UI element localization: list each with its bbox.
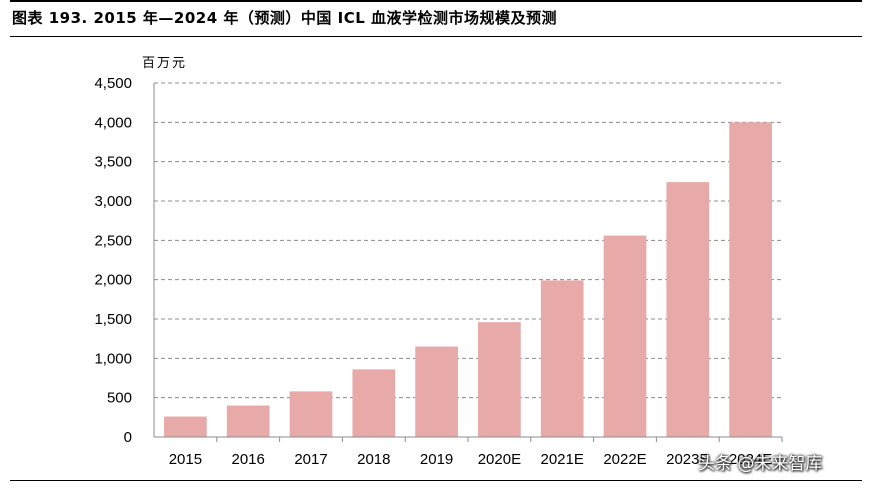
bar-2021E: [540, 280, 584, 437]
x-tick-label: 2019: [420, 451, 453, 468]
bar-2024E: [729, 122, 772, 437]
x-tick-label: 2021E: [541, 451, 584, 468]
x-tick-label: 2018: [357, 451, 390, 468]
y-axis-unit-label: 百万元: [142, 56, 188, 71]
bar-2015: [164, 416, 207, 437]
y-tick-labels: 0 500 1,000 1,500 2,000 2,500 3,000 3,500 4,000 4…: [94, 75, 132, 446]
bar-2017: [289, 391, 333, 437]
x-tick-label: 2017: [294, 451, 327, 468]
bar-2022E: [603, 235, 647, 437]
x-tick-label: 2022E: [603, 451, 646, 468]
y-tick-label: 4,000: [94, 114, 132, 131]
title-rule: [10, 36, 862, 37]
bar-2018: [352, 369, 396, 437]
x-tick-label: 2015: [169, 451, 202, 468]
x-tick-label: 2024E: [729, 451, 772, 468]
bottom-rule: [10, 480, 862, 481]
y-tick-label: 500: [107, 390, 132, 407]
chart-title: 图表 193. 2015 年—2024 年（预测）中国 ICL 血液学检测市场规…: [12, 9, 557, 27]
bar-2020E: [478, 322, 521, 437]
x-tick-label: 2016: [232, 451, 265, 468]
x-tick-labels: 2015 2016 2017 2018 2019 2020E 2021E 2022E 2023E…: [169, 451, 773, 468]
bar-2016: [226, 405, 270, 437]
y-tick-label: 3,500: [94, 154, 132, 171]
y-tick-label: 1,500: [94, 311, 132, 328]
y-tick-label: 4,500: [94, 75, 132, 92]
axes: [153, 83, 783, 442]
bars: [164, 122, 772, 437]
y-tick-label: 1,000: [94, 350, 132, 367]
y-tick-label: 2,000: [94, 272, 132, 289]
y-tick-label: 3,000: [94, 193, 132, 210]
watermark: 头条 @未来智库: [698, 454, 823, 474]
x-tick-label: 2023E: [666, 451, 709, 468]
y-tick-label: 2,500: [94, 232, 132, 249]
top-rule: [10, 0, 862, 2]
bar-2023E: [666, 182, 710, 437]
bar-2019: [415, 346, 458, 437]
y-tick-label: 0: [124, 429, 132, 446]
x-tick-label: 2020E: [478, 451, 521, 468]
